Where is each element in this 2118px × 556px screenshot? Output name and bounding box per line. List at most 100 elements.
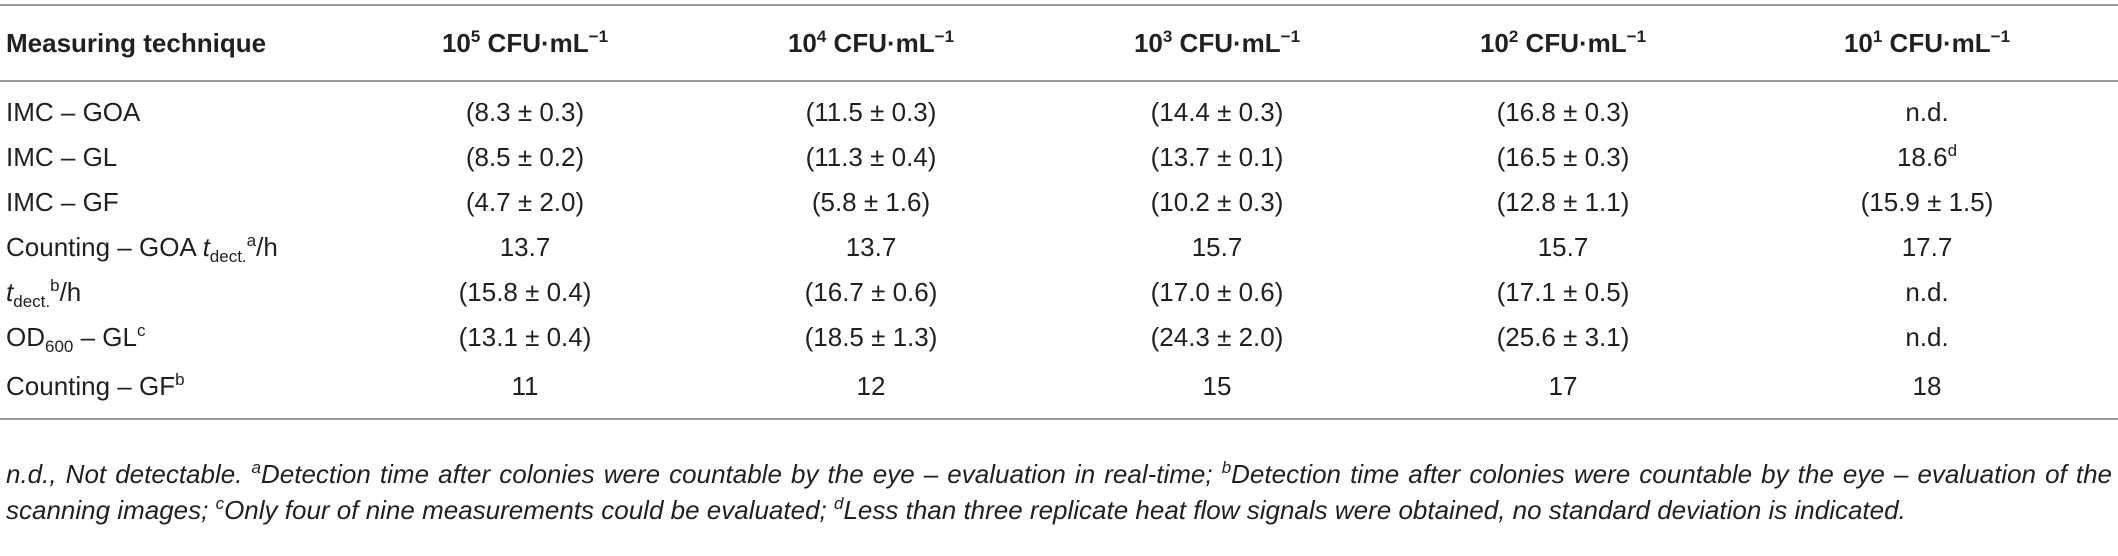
label-text: Counting – GOA xyxy=(6,232,203,262)
cell-value: 18 xyxy=(1912,370,1942,401)
row-label: tdect.b/h xyxy=(0,270,352,315)
row-label: Counting – GFb xyxy=(0,360,352,419)
table-cell: (13.1 ± 0.4) xyxy=(352,315,698,360)
cell-value: (11.3 ± 0.4) xyxy=(805,142,937,172)
column-header: 101 CFU·mL−1 xyxy=(1736,4,2118,82)
cell-value: 17.7 xyxy=(1901,232,1953,262)
header-base: 10 xyxy=(1133,27,1163,58)
cell-value: 15.7 xyxy=(1537,232,1589,262)
table-cell: n.d. xyxy=(1736,81,2118,135)
cell-value: 11 xyxy=(511,370,539,401)
row-label: IMC – GF xyxy=(0,180,352,225)
cell-value: (11.5 ± 0.3) xyxy=(805,97,937,127)
cell-value: (5.8 ± 1.6) xyxy=(811,187,931,217)
table-cell: 15.7 xyxy=(1044,225,1390,270)
header-base: 10 xyxy=(787,27,817,58)
row-label: Counting – GOA tdect.a/h xyxy=(0,225,352,270)
header-unit-exponent: −1 xyxy=(934,26,955,46)
cell-value: 15.7 xyxy=(1191,232,1243,262)
table-cell: (15.8 ± 0.4) xyxy=(352,270,698,315)
table-row: OD600 – GLc (13.1 ± 0.4) (18.5 ± 1.3) (24.3… xyxy=(0,315,2118,360)
table-cell: (25.6 ± 3.1) xyxy=(1390,315,1736,360)
cell-footnote-mark: d xyxy=(1947,141,1958,160)
table-cell: (17.0 ± 0.6) xyxy=(1044,270,1390,315)
table-cell: (11.5 ± 0.3) xyxy=(698,81,1044,135)
table-cell: (4.7 ± 2.0) xyxy=(352,180,698,225)
header-exponent: 2 xyxy=(1508,26,1519,46)
table-cell: (17.1 ± 0.5) xyxy=(1390,270,1736,315)
table-cell: (18.5 ± 1.3) xyxy=(698,315,1044,360)
label-text: IMC – GF xyxy=(6,187,119,217)
cell-value: (16.5 ± 0.3) xyxy=(1496,142,1630,172)
cell-value: 13.7 xyxy=(499,232,551,262)
table-body: IMC – GOA (8.3 ± 0.3) (11.5 ± 0.3) (14.4 ± … xyxy=(0,81,2118,419)
table-cell: 15 xyxy=(1044,360,1390,419)
table-cell: 13.7 xyxy=(352,225,698,270)
cell-value: (8.3 ± 0.3) xyxy=(465,97,585,127)
table-cell: 18.6d xyxy=(1736,135,2118,180)
header-base: Measuring technique xyxy=(6,27,267,58)
label-italic: t xyxy=(6,277,14,307)
cell-value: n.d. xyxy=(1905,322,1949,352)
footnote-d: Less than three replicate heat flow sign… xyxy=(843,495,1906,525)
header-unit: CFU·mL xyxy=(1518,27,1627,58)
table-cell: n.d. xyxy=(1736,315,2118,360)
header-exponent: 3 xyxy=(1162,26,1173,46)
table-footnote: n.d., Not detectable. aDetection time af… xyxy=(6,456,2112,528)
column-header: 105 CFU·mL−1 xyxy=(352,4,698,82)
table-cell: 18 xyxy=(1736,360,2118,419)
cell-value: (12.8 ± 1.1) xyxy=(1496,187,1630,217)
header-unit: CFU·mL xyxy=(1172,27,1281,58)
cell-value: (17.1 ± 0.5) xyxy=(1496,277,1630,307)
label-superscript: c xyxy=(136,321,146,340)
data-table: Measuring technique 105 CFU·mL−1 104 CFU·m… xyxy=(0,4,2118,421)
header-exponent: 5 xyxy=(470,26,481,46)
table-cell: (12.8 ± 1.1) xyxy=(1390,180,1736,225)
footnote-c-mark: c xyxy=(215,494,225,513)
header-unit-exponent: −1 xyxy=(1626,26,1647,46)
footnote-nd: n.d., Not detectable. xyxy=(6,459,243,489)
table-cell: (5.8 ± 1.6) xyxy=(698,180,1044,225)
table-row: IMC – GOA (8.3 ± 0.3) (11.5 ± 0.3) (14.4 ± … xyxy=(0,81,2118,135)
label-superscript: b xyxy=(175,369,185,389)
table-cell: (14.4 ± 0.3) xyxy=(1044,81,1390,135)
table-header-row: Measuring technique 105 CFU·mL−1 104 CFU·m… xyxy=(0,4,2118,82)
label-text: IMC – GL xyxy=(6,142,118,172)
column-header: 102 CFU·mL−1 xyxy=(1390,4,1736,82)
table-bottom-rule xyxy=(0,418,2118,421)
cell-value: 18.6 xyxy=(1896,142,1948,172)
header-unit: CFU·mL xyxy=(480,27,589,58)
table-cell: 12 xyxy=(698,360,1044,419)
row-label: IMC – GOA xyxy=(0,81,352,135)
table-cell: (15.9 ± 1.5) xyxy=(1736,180,2118,225)
footnote-a-mark: a xyxy=(251,458,261,477)
label-suffix: /h xyxy=(59,277,82,307)
cell-value: (4.7 ± 2.0) xyxy=(465,187,585,217)
cell-value: (15.9 ± 1.5) xyxy=(1860,187,1994,217)
cell-value: (8.5 ± 0.2) xyxy=(465,142,585,172)
column-header: 103 CFU·mL−1 xyxy=(1044,4,1390,82)
label-superscript: a xyxy=(246,231,257,250)
label-text: OD xyxy=(6,322,45,352)
table-row: tdect.b/h (15.8 ± 0.4) (16.7 ± 0.6) (17.0 ±… xyxy=(0,270,2118,315)
header-unit-exponent: −1 xyxy=(1280,26,1301,46)
header-exponent: 1 xyxy=(1872,26,1883,46)
header-unit: CFU·mL xyxy=(826,27,935,58)
label-subscript: dect. xyxy=(13,292,51,311)
cell-value: 12 xyxy=(856,370,886,401)
table-cell: (8.3 ± 0.3) xyxy=(352,81,698,135)
label-subscript: 600 xyxy=(45,337,74,356)
table-cell: (13.7 ± 0.1) xyxy=(1044,135,1390,180)
table-cell: (11.3 ± 0.4) xyxy=(698,135,1044,180)
cell-value: (14.4 ± 0.3) xyxy=(1150,97,1284,127)
label-superscript: b xyxy=(50,276,60,295)
cell-value: (16.8 ± 0.3) xyxy=(1496,97,1630,127)
header-unit: CFU·mL xyxy=(1882,27,1991,58)
label-text: Counting – GF xyxy=(6,370,176,401)
cell-value: (18.5 ± 1.3) xyxy=(804,322,938,352)
footnote-c: Only four of nine measurements could be … xyxy=(224,495,827,525)
table-row: Counting – GFb 11 12 15 17 18 xyxy=(0,360,2118,419)
cell-value: n.d. xyxy=(1905,277,1949,307)
column-header: Measuring technique xyxy=(0,4,352,82)
